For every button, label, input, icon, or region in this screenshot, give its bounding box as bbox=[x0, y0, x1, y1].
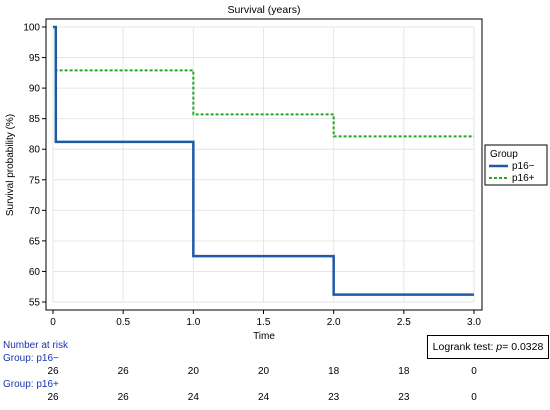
risk-value: 26 bbox=[117, 392, 129, 403]
y-tick-label: 75 bbox=[29, 175, 41, 186]
grid bbox=[52, 26, 475, 303]
x-axis-label: Time bbox=[253, 331, 275, 340]
legend-label-p16-neg: p16− bbox=[512, 161, 535, 172]
series-lines bbox=[53, 25, 474, 296]
y-tick-label: 95 bbox=[29, 53, 41, 64]
risk-value: 26 bbox=[117, 366, 129, 377]
risk-value: 23 bbox=[328, 392, 340, 403]
risk-value: 24 bbox=[257, 392, 270, 403]
risk-value: 24 bbox=[187, 392, 199, 403]
survival-chart: Survival (years) 0 0.5 1.0 1.5 2.0 2.5 3.0 55 60… bbox=[5, 4, 548, 340]
logrank-p-label: p bbox=[496, 341, 503, 353]
risk-value: 18 bbox=[398, 366, 410, 377]
axis-ticks: 0 0.5 1.0 1.5 2.0 2.5 3.0 55 60 65 70 75 80 85 90 95 100 bbox=[23, 23, 481, 329]
legend: Group p16− p16+ bbox=[484, 144, 548, 186]
x-tick-label: 1.5 bbox=[257, 317, 271, 328]
risk-value: 20 bbox=[187, 366, 199, 377]
risk-value: 26 bbox=[47, 366, 59, 377]
x-tick-label: 3.0 bbox=[467, 317, 481, 328]
risk-group-label: Group: p16− bbox=[3, 353, 59, 364]
risk-value: 0 bbox=[471, 392, 477, 403]
y-tick-label: 60 bbox=[29, 267, 41, 278]
risk-value: 20 bbox=[257, 366, 270, 377]
y-tick-label: 65 bbox=[29, 236, 41, 247]
y-tick-label: 80 bbox=[29, 145, 41, 156]
risk-table-title: Number at risk bbox=[3, 340, 69, 351]
risk-value: 26 bbox=[47, 392, 59, 403]
risk-group-label: Group: p16+ bbox=[3, 379, 59, 390]
y-tick-label: 85 bbox=[29, 114, 41, 125]
x-tick-label: 2.5 bbox=[397, 317, 411, 328]
y-axis-label: Survival probability (%) bbox=[5, 114, 16, 216]
y-tick-label: 70 bbox=[29, 206, 41, 217]
risk-value: 18 bbox=[328, 366, 340, 377]
y-tick-label: 55 bbox=[29, 298, 41, 309]
chart-title: Survival (years) bbox=[228, 4, 301, 16]
logrank-p-value: = 0.0328 bbox=[502, 341, 544, 353]
x-tick-label: 2.0 bbox=[327, 317, 341, 328]
logrank-prefix: Logrank test: bbox=[432, 341, 497, 353]
x-tick-label: 0.5 bbox=[116, 317, 130, 328]
legend-title: Group bbox=[490, 149, 518, 160]
x-tick-label: 0 bbox=[50, 317, 56, 328]
series-line-p16-neg bbox=[53, 25, 474, 296]
logrank-annotation: Logrank test: p= 0.0328 bbox=[427, 335, 549, 359]
legend-label-p16-pos: p16+ bbox=[512, 173, 535, 184]
risk-value: 0 bbox=[471, 366, 477, 377]
x-tick-label: 1.0 bbox=[186, 317, 200, 328]
risk-value: 23 bbox=[398, 392, 410, 403]
y-tick-label: 90 bbox=[29, 84, 41, 95]
y-tick-label: 100 bbox=[23, 23, 40, 34]
